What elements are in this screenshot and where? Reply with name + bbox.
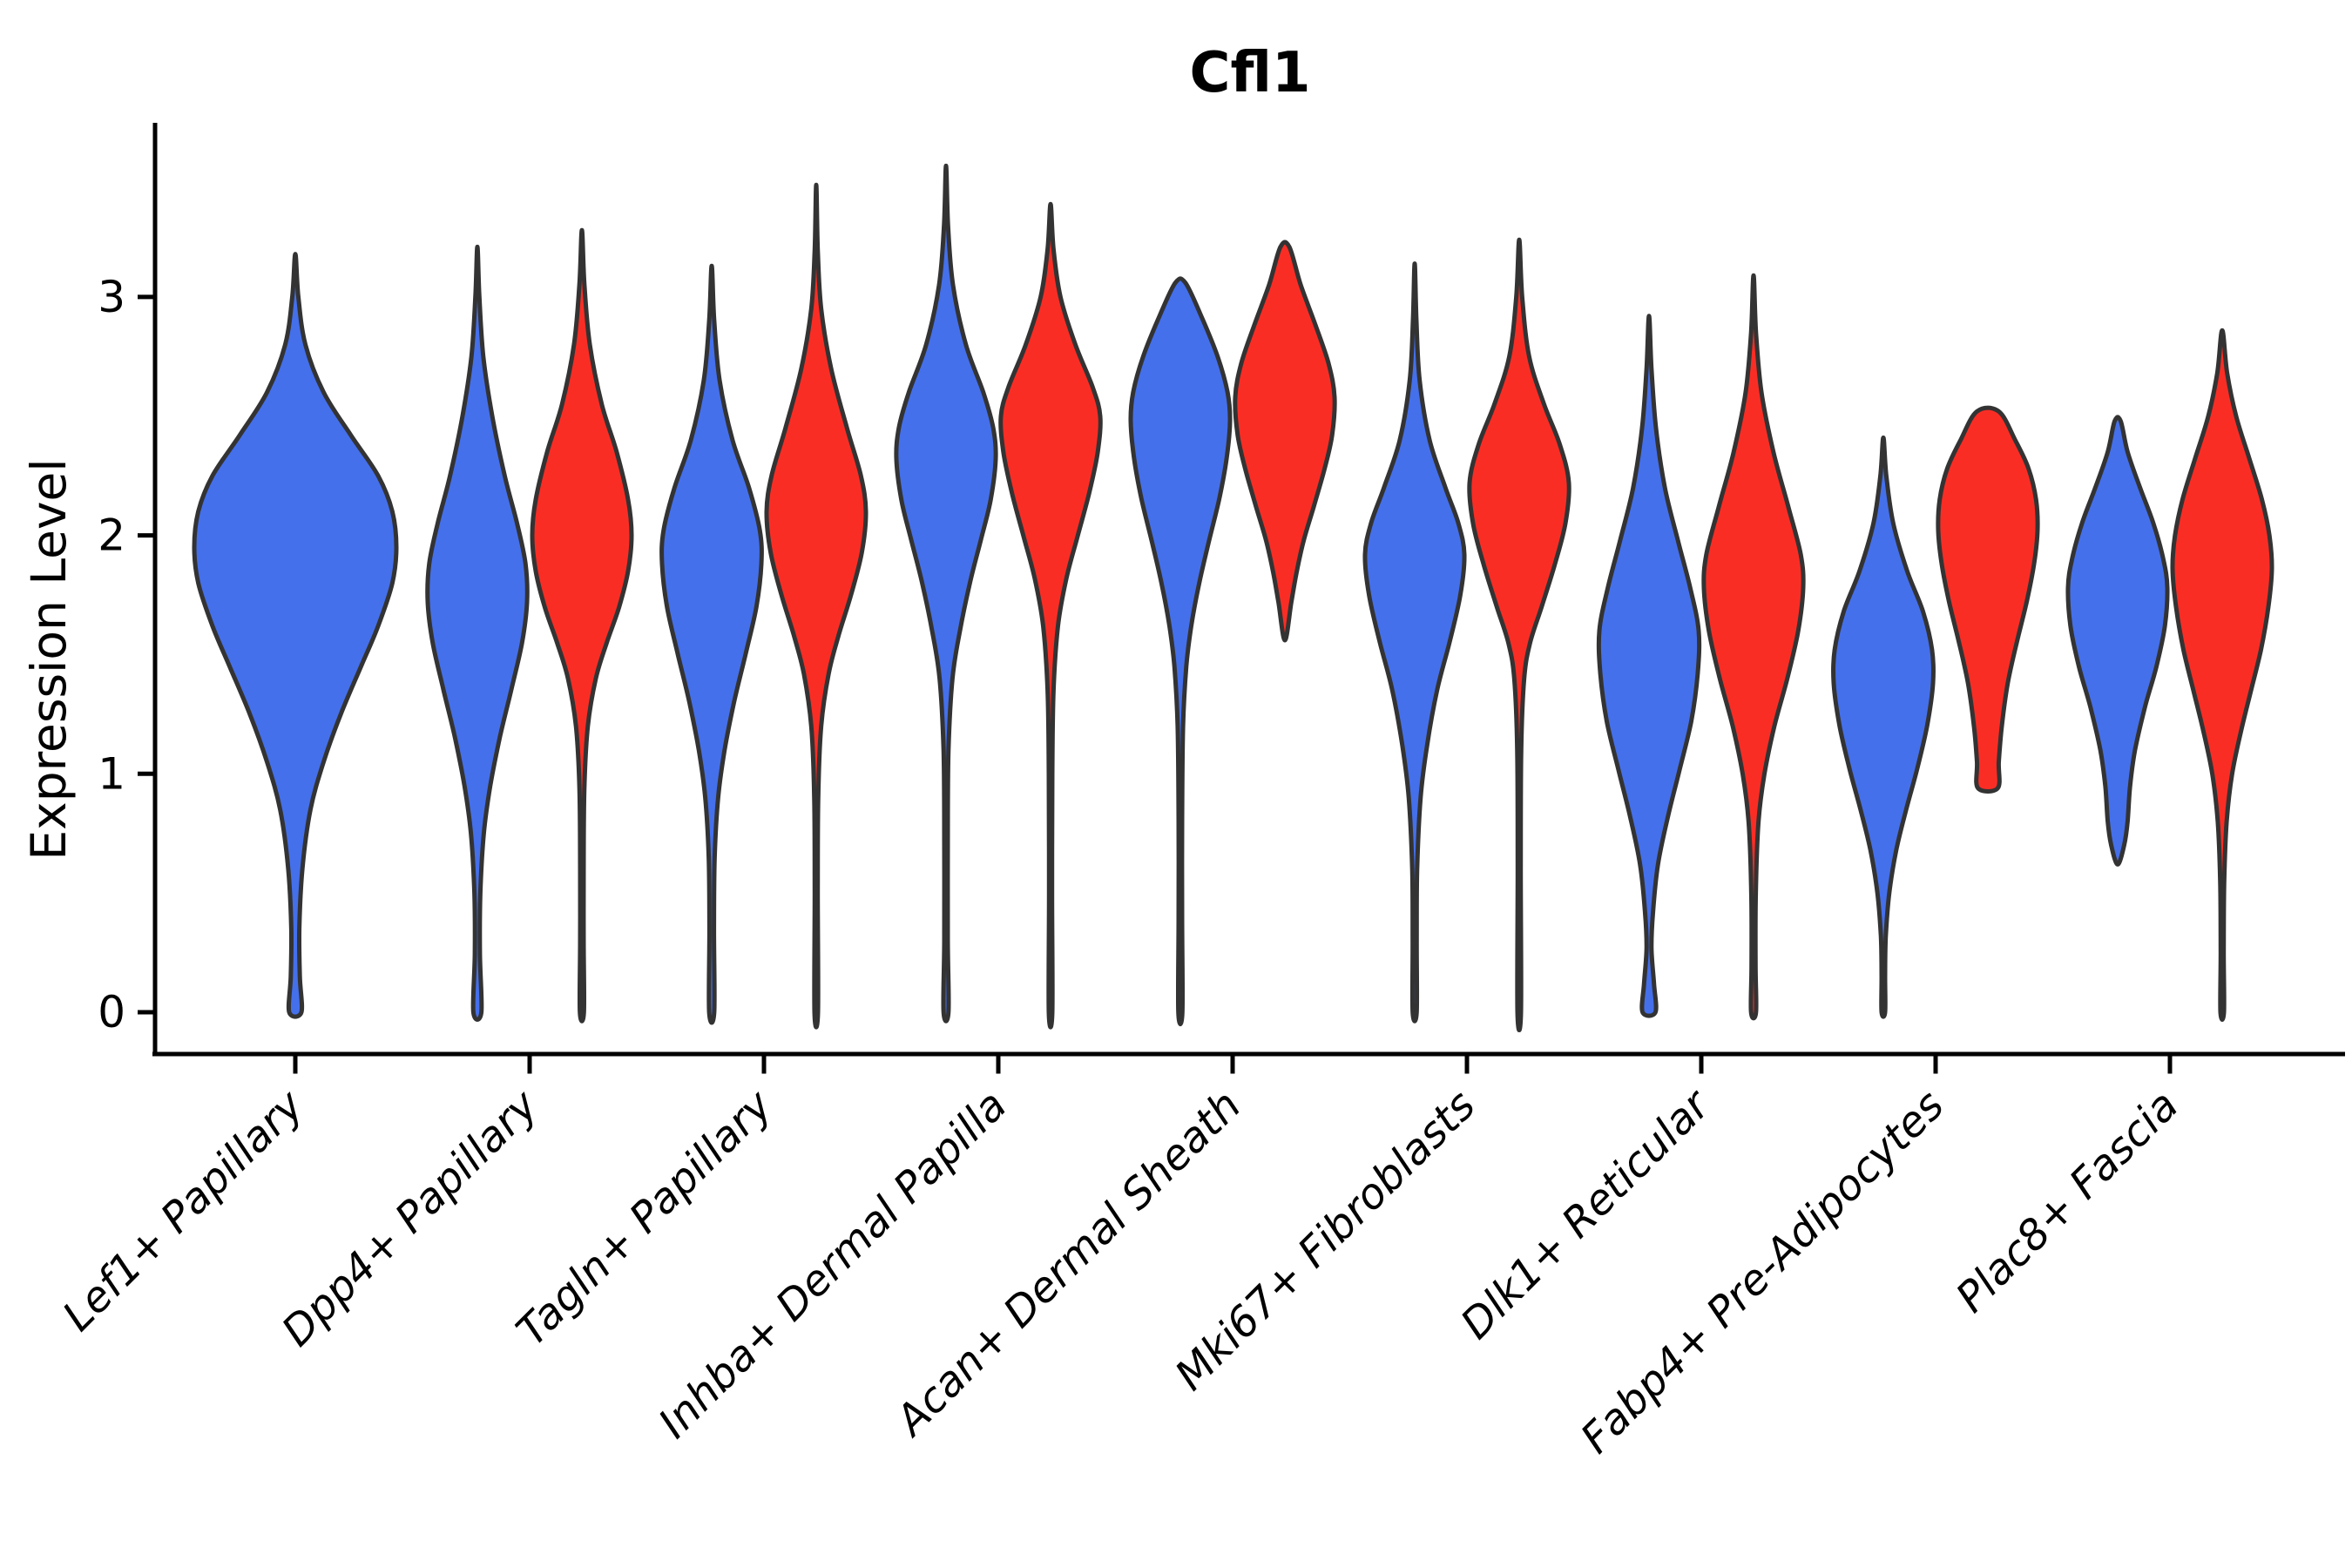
y-tick-label: 0 (98, 987, 125, 1037)
violin-blue-tagln-papillary (659, 263, 764, 1025)
x-tick-label: Tagln+ Papillary (507, 1080, 782, 1355)
y-axis-label: Expression Level (21, 458, 77, 860)
violin-blue-plac8-fascia (2065, 415, 2170, 867)
violin-red-fabp4-pre-adipocytes (1936, 405, 2040, 794)
x-tick-label: Lef1+ Papillary (53, 1080, 314, 1341)
x-tick-label: Plac8+ Fascia (1947, 1081, 2188, 1322)
violin-blue-lef1-papillary (192, 252, 399, 1019)
violin-red-inhba-dermal-papilla (998, 201, 1103, 1030)
violin-blue-fabp4-pre-adipocytes (1830, 435, 1936, 1019)
x-tick-label: Dpp4+ Papillary (273, 1080, 548, 1355)
violin-blue-dpp4-papillary (425, 244, 530, 1023)
violin-red-tagln-papillary (764, 182, 868, 1030)
violin-red-dpp4-papillary (530, 227, 634, 1024)
violin-blue-acan-dermal-sheath (1128, 276, 1233, 1027)
violin-red-mki67-fibroblasts (1467, 237, 1571, 1033)
x-tick-label: Dlk1+ Reticular (1451, 1079, 1721, 1349)
y-tick-label: 1 (98, 748, 125, 799)
violin-red-plac8-fascia (2170, 328, 2274, 1023)
violin-red-acan-dermal-sheath (1233, 240, 1337, 643)
violin-blue-dlk1-reticular (1596, 314, 1702, 1018)
y-tick-label: 3 (98, 272, 125, 322)
violin-blue-mki67-fibroblasts (1362, 261, 1467, 1024)
violin-blue-inhba-dermal-papilla (894, 163, 998, 1024)
chart-title: Cfl1 (1190, 41, 1311, 105)
violins-layer (192, 163, 2274, 1033)
violin-red-dlk1-reticular (1701, 273, 1806, 1021)
y-tick-label: 2 (98, 510, 125, 561)
